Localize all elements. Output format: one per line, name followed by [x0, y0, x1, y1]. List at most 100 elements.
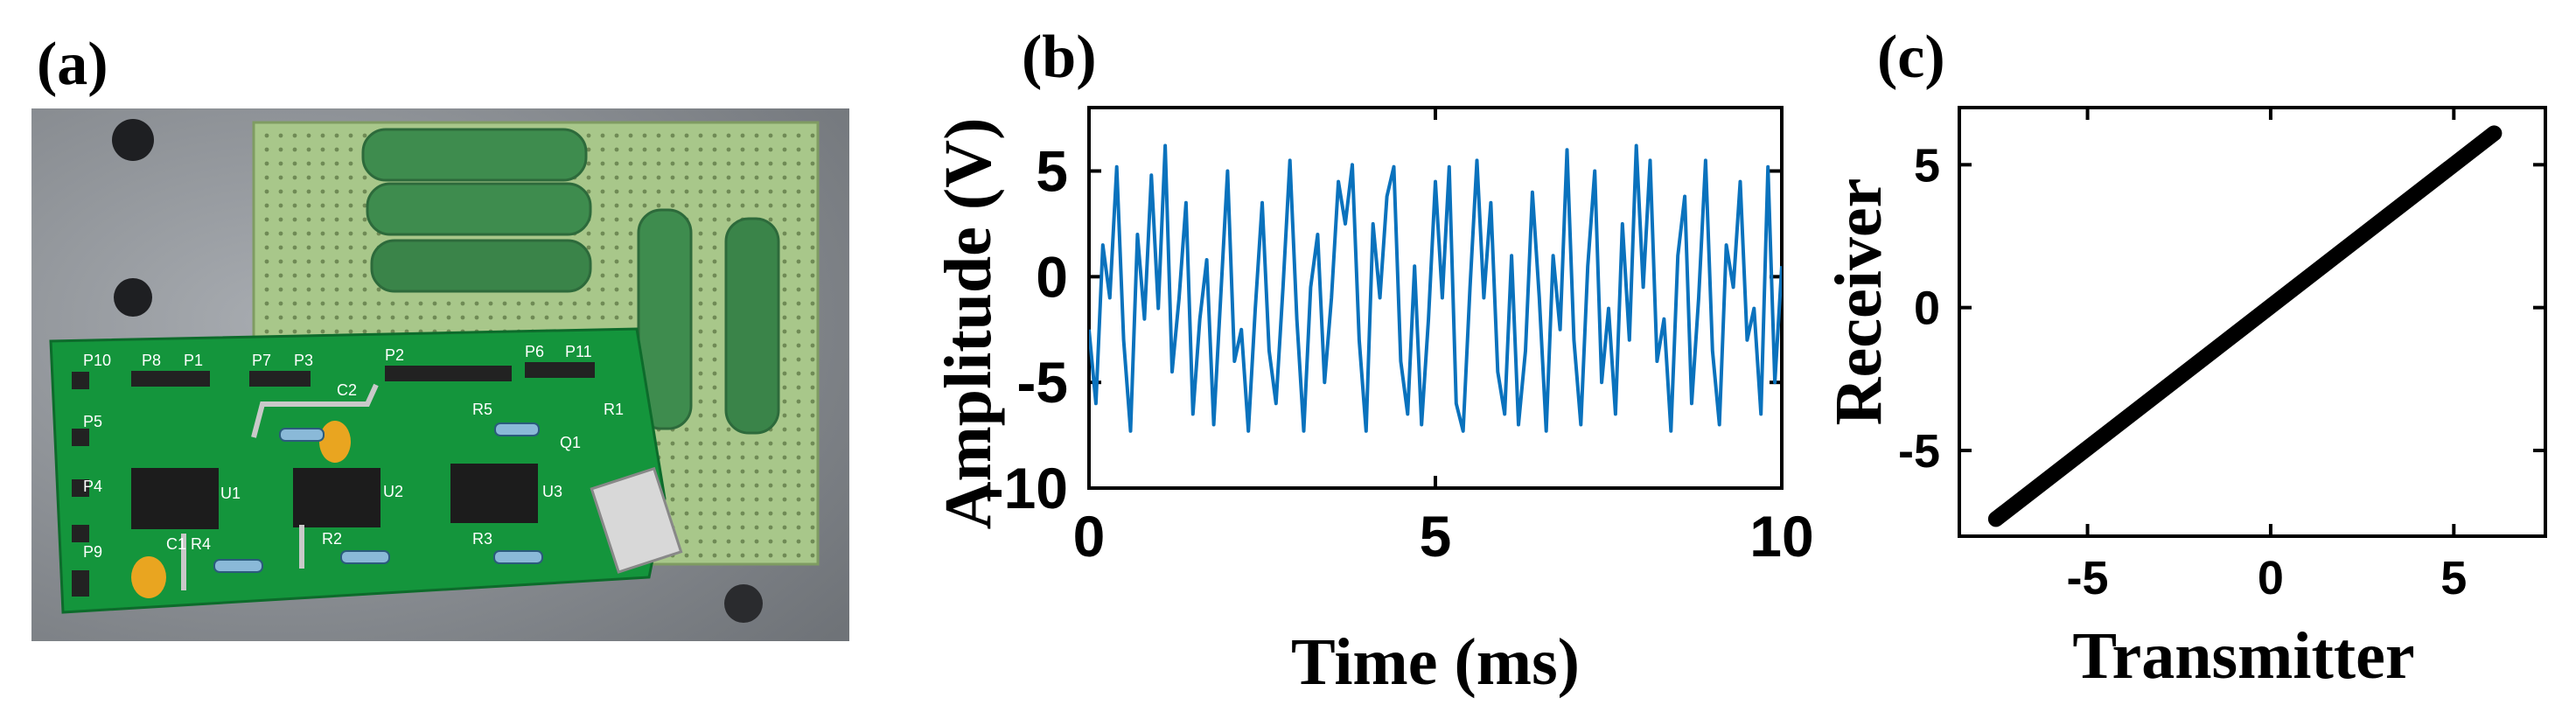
perf-hole — [348, 203, 353, 208]
perf-hole — [334, 203, 339, 208]
perf-hole — [362, 273, 367, 278]
perf-hole — [768, 525, 773, 530]
perf-hole — [334, 301, 339, 306]
perf-hole — [796, 189, 801, 194]
perf-hole — [614, 245, 619, 250]
perf-hole — [418, 315, 423, 320]
perf-hole — [782, 511, 787, 516]
perf-hole — [586, 231, 591, 236]
perf-hole — [600, 161, 605, 166]
silk-label: C2 — [337, 381, 357, 399]
perf-hole — [698, 553, 703, 558]
perf-hole — [320, 175, 325, 180]
perf-hole — [614, 273, 619, 278]
silk-label: P10 — [83, 352, 111, 369]
perf-hole — [740, 525, 745, 530]
perf-hole — [782, 273, 787, 278]
perf-hole — [348, 259, 353, 264]
perf-hole — [600, 175, 605, 180]
perf-hole — [782, 217, 787, 222]
perf-hole — [796, 469, 801, 474]
perf-hole — [362, 301, 367, 306]
perf-hole — [796, 161, 801, 166]
perf-hole — [684, 203, 689, 208]
perf-hole — [726, 203, 731, 208]
perf-hole — [796, 287, 801, 292]
perf-hole — [278, 147, 283, 152]
perf-hole — [264, 175, 269, 180]
perf-hole — [278, 217, 283, 222]
perf-hole — [712, 497, 717, 502]
perf-hole — [796, 539, 801, 544]
perf-hole — [712, 161, 717, 166]
perf-hole — [334, 329, 339, 334]
perf-hole — [306, 133, 311, 138]
perf-hole — [726, 455, 731, 460]
perf-hole — [334, 147, 339, 152]
perf-hole — [306, 231, 311, 236]
perf-hole — [782, 203, 787, 208]
perf-hole — [600, 133, 605, 138]
perf-hole — [726, 161, 731, 166]
perf-hole — [264, 217, 269, 222]
perf-hole — [754, 455, 759, 460]
perf-hole — [712, 357, 717, 362]
perf-hole — [712, 189, 717, 194]
perf-hole — [796, 399, 801, 404]
perf-hole — [796, 455, 801, 460]
perf-hole — [810, 259, 815, 264]
perf-hole — [712, 399, 717, 404]
perf-hole — [712, 147, 717, 152]
perf-hole — [698, 231, 703, 236]
perf-hole — [782, 343, 787, 348]
perf-hole — [782, 385, 787, 390]
perf-hole — [586, 161, 591, 166]
perf-hole — [670, 441, 675, 446]
perf-hole — [334, 245, 339, 250]
perf-hole — [782, 287, 787, 292]
perf-hole — [726, 469, 731, 474]
perf-hole — [614, 259, 619, 264]
silk-label: P7 — [252, 352, 271, 369]
power-resistors — [361, 128, 780, 435]
silk-label: U2 — [383, 483, 403, 500]
silk-label: R1 — [604, 401, 624, 418]
perf-hole — [810, 343, 815, 348]
perf-hole — [530, 301, 535, 306]
circuit-photo: P10 P8 P1 P7 P3 P2 P6 P11 P5 P4 P9 C2 R5… — [31, 108, 849, 641]
perf-hole — [712, 259, 717, 264]
perf-hole — [278, 231, 283, 236]
perf-hole — [642, 161, 647, 166]
perf-hole — [810, 315, 815, 320]
header-pins — [72, 362, 595, 597]
perf-hole — [334, 175, 339, 180]
perf-hole — [768, 175, 773, 180]
perf-hole — [656, 147, 661, 152]
perf-hole — [698, 329, 703, 334]
perf-hole — [278, 133, 283, 138]
perf-hole — [796, 133, 801, 138]
perf-hole — [782, 441, 787, 446]
perf-hole — [320, 259, 325, 264]
perf-hole — [810, 357, 815, 362]
perf-hole — [642, 203, 647, 208]
perf-hole — [754, 539, 759, 544]
chart-c: -5 0 5 5 0 -5 Transmitter Receiver — [1822, 106, 2547, 693]
plate-hole — [724, 584, 763, 623]
perf-hole — [334, 189, 339, 194]
perf-hole — [474, 301, 479, 306]
perf-hole — [768, 203, 773, 208]
y-axis-title: Amplitude (V) — [932, 118, 1005, 530]
perf-hole — [726, 217, 731, 222]
perf-hole — [754, 469, 759, 474]
perf-hole — [600, 147, 605, 152]
perf-hole — [628, 133, 633, 138]
perf-hole — [628, 189, 633, 194]
perf-hole — [362, 287, 367, 292]
perf-hole — [740, 469, 745, 474]
perf-hole — [264, 245, 269, 250]
perf-hole — [754, 161, 759, 166]
perf-hole — [530, 315, 535, 320]
perf-hole — [810, 371, 815, 376]
perf-hole — [362, 217, 367, 222]
